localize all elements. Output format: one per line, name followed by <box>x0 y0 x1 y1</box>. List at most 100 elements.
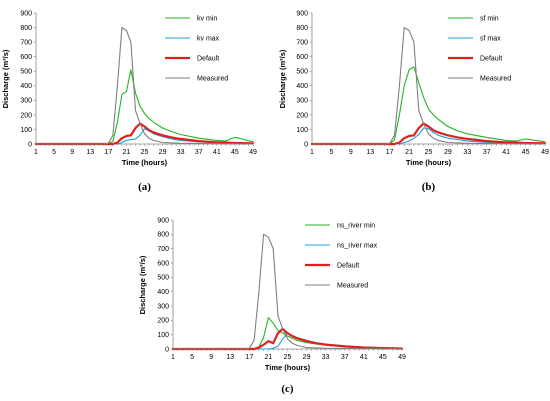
y-tick-label: 200 <box>296 112 308 119</box>
x-tick-label: 41 <box>213 149 221 156</box>
x-tick-label: 17 <box>104 149 112 156</box>
series-line-measured <box>35 27 254 145</box>
legend-label: ns_river max <box>337 243 378 250</box>
x-tick-label: 9 <box>349 149 353 156</box>
x-tick-label: 21 <box>123 149 131 156</box>
y-tick-label: 300 <box>20 98 32 105</box>
y-tick-label: 900 <box>296 10 308 17</box>
y-tick-label: 500 <box>20 69 32 76</box>
y-tick-label: 100 <box>296 127 308 134</box>
x-tick-label: 25 <box>141 149 149 156</box>
chart-panel-1: 0 100 200 300 400 500 600 700 800 900 1 5 9 13 17 21 25 2… <box>1 10 257 193</box>
legend: ns_river min ns_river max Default Measured <box>305 223 378 290</box>
x-tick-label: 9 <box>70 149 74 156</box>
legend-label: Default <box>197 56 219 63</box>
y-tick-label: 200 <box>20 112 32 119</box>
x-tick-label: 45 <box>522 149 530 156</box>
x-tick-label: 37 <box>483 149 491 156</box>
x-tick-label: 33 <box>463 149 471 156</box>
x-tick-label: 25 <box>425 149 433 156</box>
panel-label: (a) <box>138 181 151 193</box>
legend-label: sf max <box>480 36 501 43</box>
x-tick-label: 13 <box>226 354 234 361</box>
y-tick-label: 800 <box>296 25 308 32</box>
x-tick-label: 1 <box>310 149 314 156</box>
chart-panel-2: 0 100 200 300 400 500 600 700 800 900 1 5 9 13 17 21 25 2… <box>278 10 549 193</box>
series-line-kv-min <box>35 69 254 145</box>
legend-label: kv max <box>197 36 220 43</box>
x-tick-label: 29 <box>159 149 167 156</box>
x-axis-label: Time (hours) <box>406 158 452 167</box>
x-tick-label: 45 <box>379 354 387 361</box>
x-tick-label: 1 <box>34 149 38 156</box>
y-tick-label: 500 <box>157 275 169 282</box>
y-tick-label: 900 <box>157 217 169 224</box>
x-tick-label: 41 <box>502 149 510 156</box>
y-tick-label: 0 <box>28 141 32 148</box>
x-tick-label: 37 <box>195 149 203 156</box>
y-tick-label: 0 <box>165 346 169 353</box>
x-tick-label: 9 <box>209 354 213 361</box>
y-axis-label: Discharge (m³/s) <box>138 255 147 314</box>
y-axis-label: Discharge (m³/s) <box>1 49 10 108</box>
legend-label: Measured <box>197 76 228 83</box>
y-tick-label: 700 <box>20 40 32 47</box>
series-line-measured <box>311 27 546 145</box>
x-tick-label: 17 <box>245 354 253 361</box>
x-tick-label: 33 <box>177 149 185 156</box>
legend-label: Default <box>337 263 359 270</box>
y-tick-label: 800 <box>157 232 169 239</box>
x-axis-label: Time (hours) <box>265 363 311 372</box>
series-line-default <box>171 327 404 351</box>
x-tick-label: 29 <box>303 354 311 361</box>
legend-label: Default <box>480 56 502 63</box>
x-tick-label: 49 <box>398 354 406 361</box>
y-tick-label: 300 <box>157 303 169 310</box>
legend-label: Measured <box>337 283 368 290</box>
y-tick-label: 900 <box>20 10 32 17</box>
x-tick-label: 49 <box>249 149 257 156</box>
y-tick-label: 400 <box>296 83 308 90</box>
y-tick-label: 600 <box>20 54 32 61</box>
y-tick-label: 700 <box>296 40 308 47</box>
x-tick-label: 45 <box>231 149 239 156</box>
legend-label: sf min <box>480 16 499 23</box>
legend-label: Measured <box>480 76 511 83</box>
y-tick-label: 500 <box>296 69 308 76</box>
x-tick-label: 29 <box>444 149 452 156</box>
legend: kv min kv max Default Measured <box>165 16 228 83</box>
y-axis-label: Discharge (m³/s) <box>278 49 287 108</box>
x-tick-label: 13 <box>366 149 374 156</box>
x-tick-label: 17 <box>386 149 394 156</box>
x-tick-label: 33 <box>322 354 330 361</box>
x-tick-label: 5 <box>52 149 56 156</box>
x-tick-label: 21 <box>405 149 413 156</box>
x-tick-label: 5 <box>190 354 194 361</box>
x-tick-label: 41 <box>360 354 368 361</box>
x-tick-label: 25 <box>284 354 292 361</box>
x-tick-label: 49 <box>541 149 549 156</box>
y-tick-label: 700 <box>157 246 169 253</box>
y-tick-label: 0 <box>304 141 308 148</box>
y-tick-label: 100 <box>157 332 169 339</box>
y-tick-label: 600 <box>157 260 169 267</box>
y-tick-label: 400 <box>20 83 32 90</box>
legend-label: ns_river min <box>337 223 375 230</box>
x-axis-label: Time (hours) <box>122 158 168 167</box>
x-tick-label: 5 <box>329 149 333 156</box>
x-tick-label: 37 <box>341 354 349 361</box>
panel-label: (c) <box>281 383 294 395</box>
series-line-default <box>34 122 255 146</box>
series-line-measured <box>172 233 403 350</box>
legend-label: kv min <box>197 16 217 23</box>
chart-panel-3: 0 100 200 300 400 500 600 700 800 900 1 5 9 13 17 21 25 2… <box>138 217 406 395</box>
x-tick-label: 13 <box>86 149 94 156</box>
x-tick-label: 21 <box>265 354 273 361</box>
panel-label: (b) <box>422 181 436 193</box>
series-line-sf-min <box>311 66 546 145</box>
series-line-default <box>310 122 547 146</box>
y-tick-label: 200 <box>157 318 169 325</box>
y-tick-label: 100 <box>20 127 32 134</box>
y-tick-label: 300 <box>296 98 308 105</box>
